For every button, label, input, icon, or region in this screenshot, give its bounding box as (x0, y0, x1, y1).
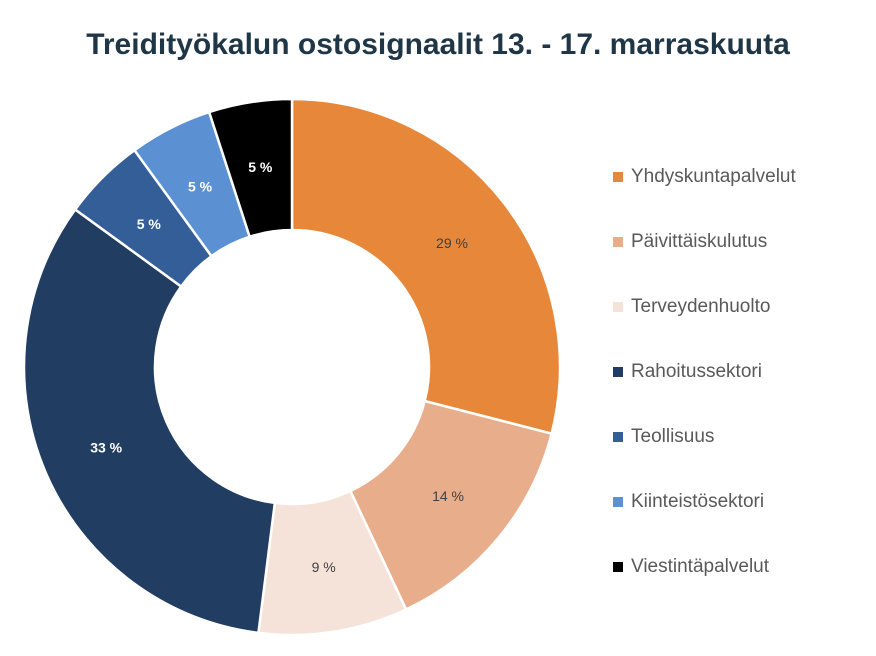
data-label: 5 % (188, 179, 213, 195)
legend-item: Viestintäpalvelut (613, 552, 769, 582)
legend-swatch (613, 432, 623, 442)
legend-swatch (613, 302, 623, 312)
data-label: 33 % (90, 439, 122, 455)
legend-item: Yhdyskuntapalvelut (613, 162, 796, 192)
chart-title: Treidityökalun ostosignaalit 13. - 17. m… (86, 28, 790, 61)
legend-swatch (613, 172, 623, 182)
legend-label: Terveydenhuolto (631, 296, 771, 317)
data-label: 29 % (436, 235, 468, 251)
data-label: 5 % (137, 216, 162, 232)
slice-6 (207, 97, 294, 239)
legend-label: Teollisuus (631, 426, 715, 447)
slice-3 (22, 207, 277, 635)
data-label: 5 % (248, 159, 273, 175)
legend-label: Viestintäpalvelut (631, 556, 770, 577)
slice-1 (348, 399, 554, 612)
legend-label: Yhdyskuntapalvelut (631, 166, 796, 187)
legend-swatch (613, 237, 623, 247)
legend-item: Terveydenhuolto (613, 292, 770, 322)
legend-swatch (613, 562, 623, 572)
data-label: 14 % (432, 488, 464, 504)
legend-label: Rahoitussektori (631, 361, 762, 382)
legend-item: Teollisuus (613, 422, 714, 452)
legend-label: Päivittäiskulutus (631, 231, 768, 252)
legend-item: Rahoitussektori (613, 357, 762, 387)
legend-swatch (613, 497, 623, 507)
legend-label: Kiinteistösektori (631, 491, 765, 512)
legend-item: Päivittäiskulutus (613, 227, 767, 257)
legend-item: Kiinteistösektori (613, 487, 764, 517)
data-label: 9 % (312, 559, 336, 575)
slice-0 (290, 97, 562, 436)
legend-swatch (613, 367, 623, 377)
